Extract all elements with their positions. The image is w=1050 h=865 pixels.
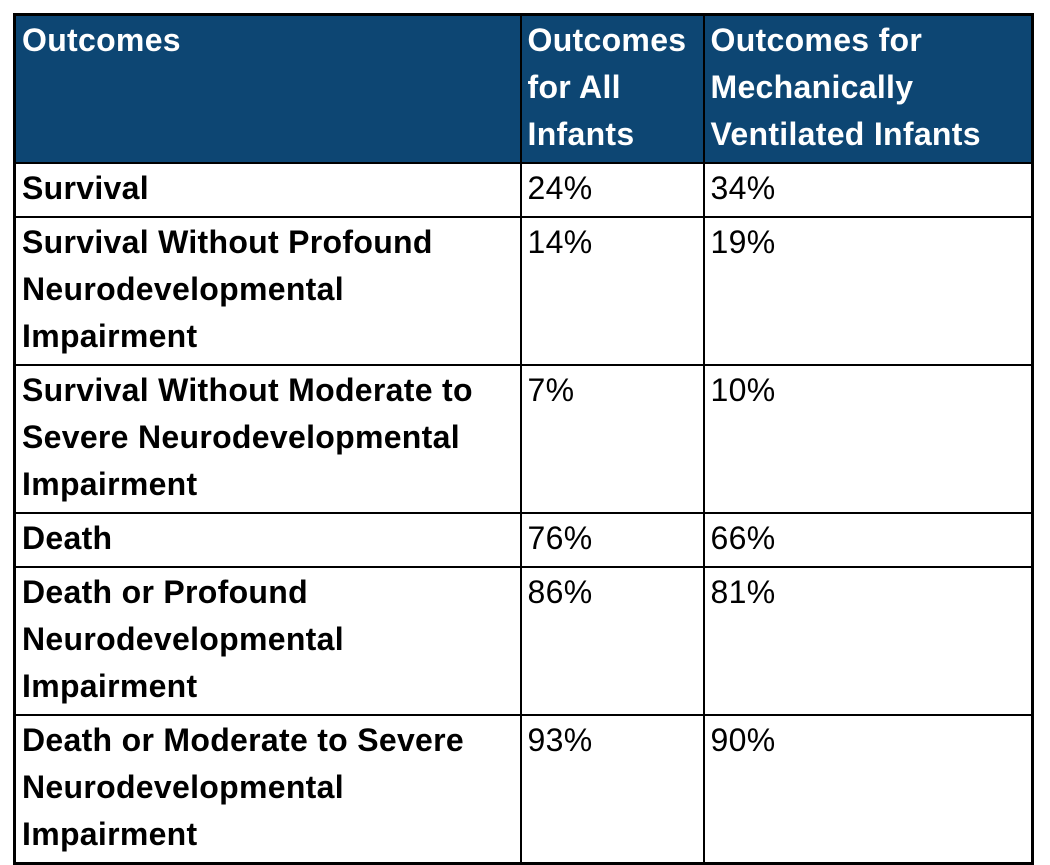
header-outcomes: Outcomes (13, 13, 522, 164)
outcomes-table: Outcomes Outcomes for All Infants Outcom… (13, 13, 1034, 865)
ventilated-value: 19% (702, 216, 1034, 366)
all-infants-value: 24% (519, 162, 705, 218)
all-infants-value: 93% (519, 714, 705, 865)
ventilated-value: 10% (702, 364, 1034, 514)
outcome-label: Death (13, 512, 522, 568)
all-infants-value: 14% (519, 216, 705, 366)
table-row-death-or-profound-ndi: Death or Profound Neurodevelopmental Imp… (13, 566, 1034, 716)
table-row-death-or-moderate-severe-ndi: Death or Moderate to Severe Neurodevelop… (13, 714, 1034, 865)
table-row-survival-without-profound-ndi: Survival Without Profound Neurodevelopme… (13, 216, 1034, 366)
all-infants-value: 76% (519, 512, 705, 568)
all-infants-value: 86% (519, 566, 705, 716)
table-row-survival: Survival 24% 34% (13, 162, 1034, 218)
outcome-label: Survival Without Profound Neurodevelopme… (13, 216, 522, 366)
table-row-death: Death 76% 66% (13, 512, 1034, 568)
ventilated-value: 90% (702, 714, 1034, 865)
outcome-label: Death or Profound Neurodevelopmental Imp… (13, 566, 522, 716)
outcome-label: Death or Moderate to Severe Neurodevelop… (13, 714, 522, 865)
table-row-survival-without-moderate-severe-ndi: Survival Without Moderate to Severe Neur… (13, 364, 1034, 514)
outcome-label: Survival Without Moderate to Severe Neur… (13, 364, 522, 514)
all-infants-value: 7% (519, 364, 705, 514)
ventilated-value: 66% (702, 512, 1034, 568)
outcome-label: Survival (13, 162, 522, 218)
ventilated-value: 34% (702, 162, 1034, 218)
header-ventilated-infants: Outcomes for Mechanically Ventilated Inf… (702, 13, 1034, 164)
ventilated-value: 81% (702, 566, 1034, 716)
header-all-infants: Outcomes for All Infants (519, 13, 705, 164)
header-row: Outcomes Outcomes for All Infants Outcom… (13, 13, 1034, 164)
